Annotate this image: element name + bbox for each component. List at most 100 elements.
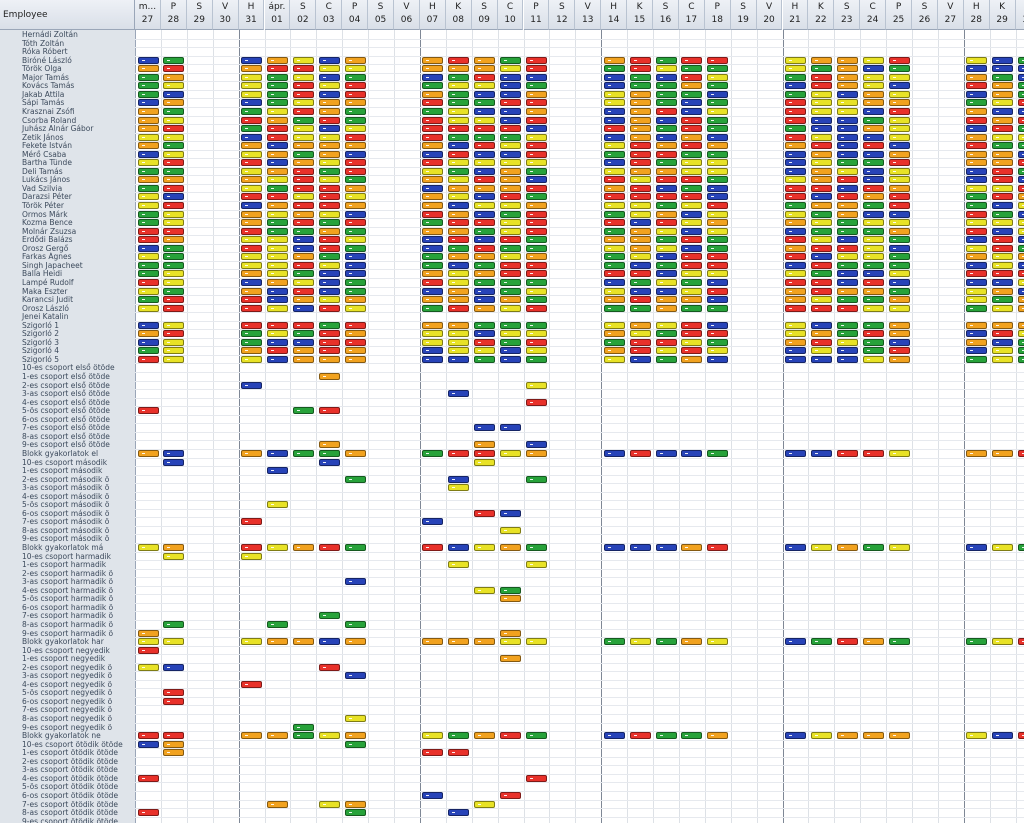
assignment-chip[interactable]: [318, 236, 340, 244]
assignment-chip[interactable]: [500, 82, 522, 90]
assignment-chip[interactable]: [344, 219, 366, 227]
assignment-chip[interactable]: [862, 116, 884, 124]
assignment-chip[interactable]: [603, 270, 625, 278]
assignment-chip[interactable]: [655, 287, 677, 295]
assignment-chip[interactable]: [888, 355, 910, 363]
assignment-chip[interactable]: [681, 193, 703, 201]
row-label[interactable]: 7-es csoport ötödik ötöde: [22, 799, 118, 809]
assignment-chip[interactable]: [810, 287, 832, 295]
assignment-chip[interactable]: [137, 270, 159, 278]
assignment-chip[interactable]: [629, 244, 651, 252]
assignment-chip[interactable]: [836, 732, 858, 740]
assignment-chip[interactable]: [292, 82, 314, 90]
assignment-chip[interactable]: [448, 184, 470, 192]
assignment-chip[interactable]: [1018, 732, 1024, 740]
assignment-chip[interactable]: [655, 236, 677, 244]
assignment-chip[interactable]: [448, 219, 470, 227]
assignment-chip[interactable]: [992, 167, 1014, 175]
assignment-chip[interactable]: [629, 125, 651, 133]
assignment-chip[interactable]: [344, 355, 366, 363]
assignment-chip[interactable]: [318, 544, 340, 551]
row-label[interactable]: 7-es csoport negyedik ö: [22, 705, 113, 715]
assignment-chip[interactable]: [526, 270, 547, 278]
assignment-chip[interactable]: [500, 347, 522, 355]
assignment-chip[interactable]: [966, 449, 988, 457]
assignment-chip[interactable]: [1018, 544, 1024, 551]
assignment-chip[interactable]: [422, 227, 444, 235]
assignment-chip[interactable]: [422, 116, 444, 124]
assignment-chip[interactable]: [163, 142, 185, 150]
assignment-chip[interactable]: [810, 732, 832, 740]
assignment-chip[interactable]: [888, 296, 910, 304]
assignment-chip[interactable]: [344, 261, 366, 269]
row-label[interactable]: 4-es csoport harmadik ö: [22, 585, 114, 595]
assignment-chip[interactable]: [707, 99, 729, 107]
assignment-chip[interactable]: [526, 116, 547, 124]
assignment-chip[interactable]: [474, 270, 496, 278]
assignment-chip[interactable]: [810, 638, 832, 646]
assignment-chip[interactable]: [526, 244, 547, 252]
assignment-chip[interactable]: [681, 227, 703, 235]
assignment-chip[interactable]: [500, 544, 522, 551]
assignment-chip[interactable]: [422, 73, 444, 81]
assignment-chip[interactable]: [862, 167, 884, 175]
day-header[interactable]: S 26: [912, 0, 938, 30]
assignment-chip[interactable]: [137, 176, 159, 184]
assignment-chip[interactable]: [474, 253, 496, 261]
assignment-chip[interactable]: [526, 253, 547, 261]
assignment-chip[interactable]: [681, 176, 703, 184]
assignment-chip[interactable]: [785, 142, 806, 150]
assignment-chip[interactable]: [785, 330, 806, 338]
assignment-chip[interactable]: [1018, 338, 1024, 346]
assignment-chip[interactable]: [1018, 56, 1024, 64]
assignment-chip[interactable]: [707, 133, 729, 141]
assignment-chip[interactable]: [707, 355, 729, 363]
assignment-chip[interactable]: [448, 99, 470, 107]
assignment-chip[interactable]: [681, 638, 703, 646]
assignment-chip[interactable]: [810, 142, 832, 150]
assignment-chip[interactable]: [344, 475, 366, 483]
assignment-chip[interactable]: [810, 176, 832, 184]
assignment-chip[interactable]: [966, 732, 988, 740]
assignment-chip[interactable]: [526, 176, 547, 184]
assignment-chip[interactable]: [992, 321, 1014, 329]
assignment-chip[interactable]: [862, 210, 884, 218]
assignment-chip[interactable]: [137, 236, 159, 244]
assignment-chip[interactable]: [681, 347, 703, 355]
assignment-chip[interactable]: [810, 544, 832, 551]
assignment-chip[interactable]: [344, 800, 366, 808]
assignment-chip[interactable]: [992, 244, 1014, 252]
assignment-chip[interactable]: [629, 193, 651, 201]
assignment-chip[interactable]: [500, 210, 522, 218]
assignment-chip[interactable]: [992, 296, 1014, 304]
assignment-chip[interactable]: [810, 296, 832, 304]
assignment-chip[interactable]: [526, 159, 547, 167]
assignment-chip[interactable]: [862, 270, 884, 278]
assignment-chip[interactable]: [422, 236, 444, 244]
assignment-chip[interactable]: [603, 150, 625, 158]
assignment-chip[interactable]: [163, 749, 185, 757]
assignment-chip[interactable]: [318, 296, 340, 304]
assignment-chip[interactable]: [862, 56, 884, 64]
assignment-chip[interactable]: [785, 82, 806, 90]
assignment-chip[interactable]: [137, 544, 159, 551]
assignment-chip[interactable]: [888, 219, 910, 227]
assignment-chip[interactable]: [267, 202, 288, 209]
assignment-chip[interactable]: [137, 73, 159, 81]
assignment-chip[interactable]: [137, 261, 159, 269]
assignment-chip[interactable]: [163, 107, 185, 115]
assignment-chip[interactable]: [785, 176, 806, 184]
assignment-chip[interactable]: [448, 296, 470, 304]
assignment-chip[interactable]: [1018, 116, 1024, 124]
assignment-chip[interactable]: [163, 167, 185, 175]
assignment-chip[interactable]: [810, 210, 832, 218]
assignment-chip[interactable]: [344, 287, 366, 295]
assignment-chip[interactable]: [292, 107, 314, 115]
day-header[interactable]: C 24: [860, 0, 887, 30]
assignment-chip[interactable]: [137, 355, 159, 363]
row-label[interactable]: Vad Szilvia: [22, 183, 63, 193]
assignment-chip[interactable]: [344, 236, 366, 244]
assignment-chip[interactable]: [344, 227, 366, 235]
assignment-chip[interactable]: [448, 227, 470, 235]
assignment-chip[interactable]: [422, 749, 444, 757]
